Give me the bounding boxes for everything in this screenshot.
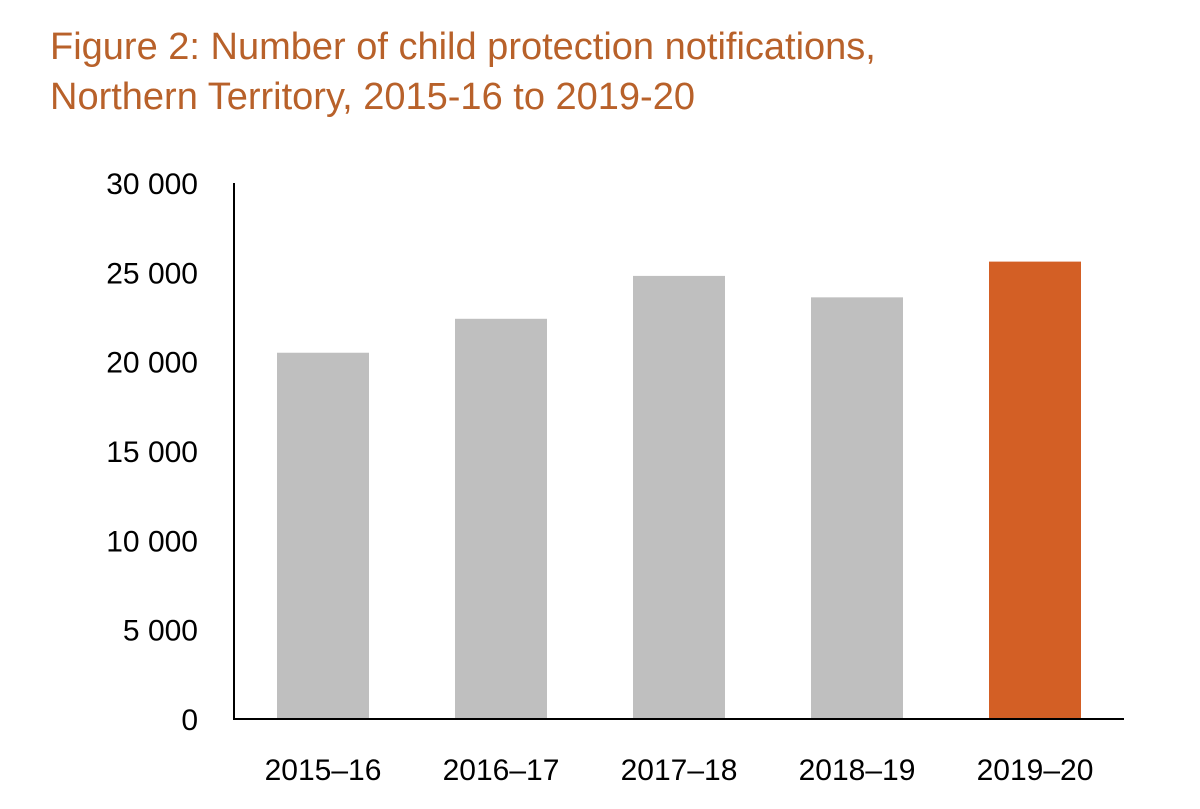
- chart-title: Figure 2: Number of child protection not…: [50, 22, 1170, 122]
- bar-2015–16: [277, 352, 369, 719]
- x-tick-label: 2015–16: [265, 754, 382, 787]
- x-tick-label: 2017–18: [621, 754, 738, 787]
- bar-2018–19: [811, 297, 903, 719]
- x-tick-label: 2018–19: [799, 754, 916, 787]
- x-tick-label: 2016–17: [443, 754, 560, 787]
- bar-2016–17: [455, 318, 547, 719]
- bar-2017–18: [633, 275, 725, 719]
- bar-2019–20: [989, 261, 1081, 719]
- x-tick-label: 2019–20: [977, 754, 1094, 787]
- y-tick-label: 20 000: [106, 347, 198, 380]
- chart-title-line-1: Figure 2: Number of child protection not…: [50, 26, 876, 68]
- chart-title-line-2: Northern Territory, 2015-16 to 2019-20: [50, 76, 695, 118]
- y-tick-label: 0: [181, 704, 198, 737]
- y-tick-label: 15 000: [106, 436, 198, 469]
- y-tick-label: 30 000: [106, 168, 198, 201]
- y-tick-label: 25 000: [106, 257, 198, 290]
- y-tick-label: 10 000: [106, 525, 198, 558]
- y-tick-label: 5 000: [123, 615, 198, 648]
